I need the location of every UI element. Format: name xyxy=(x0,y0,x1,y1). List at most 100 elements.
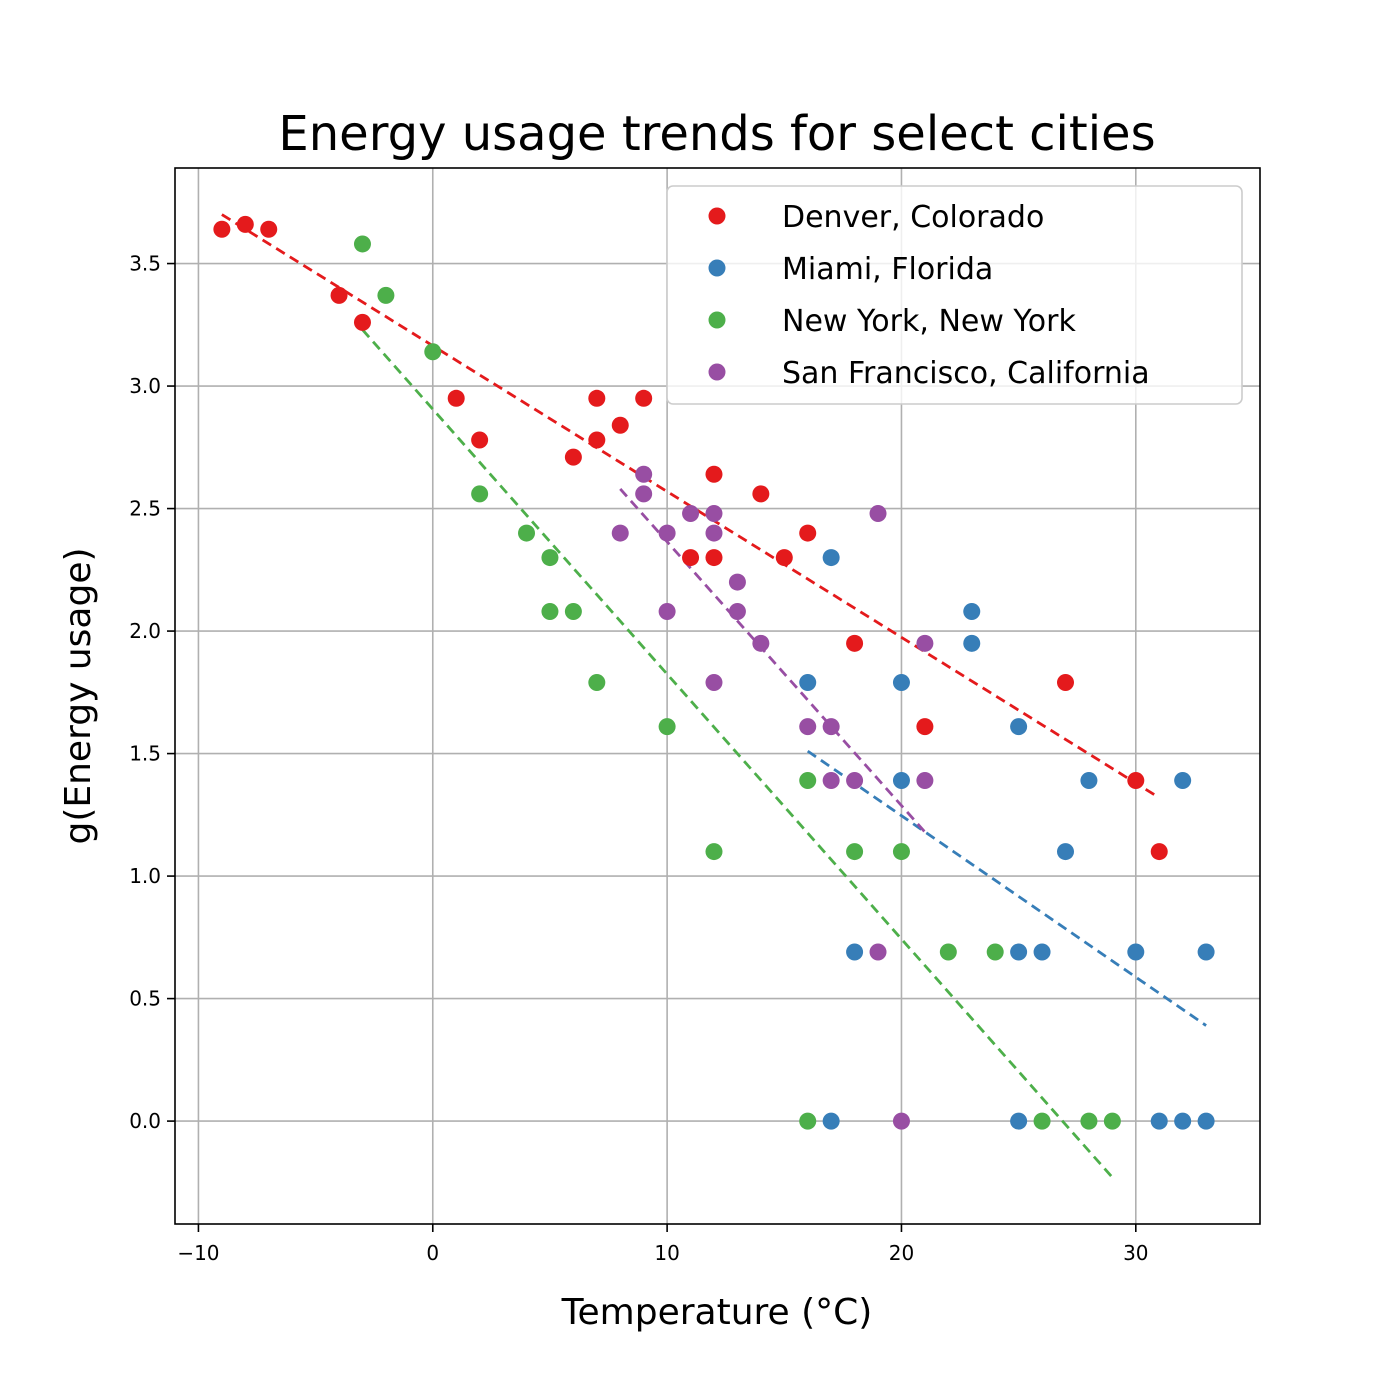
legend-label: Miami, Florida xyxy=(782,252,993,287)
data-point xyxy=(799,718,817,736)
data-point xyxy=(869,504,887,522)
data-point xyxy=(1033,943,1051,961)
data-point xyxy=(822,549,840,567)
y-tick-label: 0.5 xyxy=(129,987,161,1011)
y-tick-label: 3.0 xyxy=(129,374,161,398)
data-point xyxy=(705,524,723,542)
x-axis: −10 0 10 20 30 xyxy=(177,1224,1149,1265)
data-point xyxy=(939,943,957,961)
data-point xyxy=(424,343,442,361)
data-point xyxy=(658,524,676,542)
data-point xyxy=(963,634,981,652)
data-point xyxy=(705,549,723,567)
data-point xyxy=(705,843,723,861)
data-point xyxy=(377,286,395,304)
data-point xyxy=(846,843,864,861)
legend-label: San Francisco, California xyxy=(782,356,1150,391)
data-point xyxy=(775,549,793,567)
data-point xyxy=(892,674,910,692)
trend-line xyxy=(619,488,926,833)
data-point xyxy=(916,634,934,652)
data-point xyxy=(564,602,582,620)
data-point xyxy=(1174,1112,1192,1130)
data-point xyxy=(752,634,770,652)
data-point xyxy=(986,943,1004,961)
data-point xyxy=(892,772,910,790)
y-tick-label: 1.0 xyxy=(129,864,161,888)
data-point xyxy=(1197,1112,1215,1130)
data-points xyxy=(213,215,1215,1130)
data-point xyxy=(728,602,746,620)
data-point xyxy=(846,943,864,961)
data-point xyxy=(1010,943,1028,961)
data-point xyxy=(1056,674,1074,692)
data-point xyxy=(1010,718,1028,736)
data-point xyxy=(447,389,465,407)
legend-marker xyxy=(708,311,726,329)
x-tick-label: 10 xyxy=(654,1241,679,1265)
trend-line xyxy=(806,749,1207,1027)
data-point xyxy=(799,1112,817,1130)
y-tick-label: 2.5 xyxy=(129,497,161,521)
data-point xyxy=(846,634,864,652)
data-point xyxy=(1010,1112,1028,1130)
data-point xyxy=(705,465,723,483)
data-point xyxy=(541,549,559,567)
data-point xyxy=(705,504,723,522)
data-point xyxy=(799,524,817,542)
x-tick-label: 20 xyxy=(889,1241,914,1265)
x-tick-label: −10 xyxy=(177,1241,219,1265)
data-point xyxy=(564,448,582,466)
data-point xyxy=(822,718,840,736)
axes-frame xyxy=(174,167,1261,1225)
data-point xyxy=(658,718,676,736)
data-point xyxy=(1080,1112,1098,1130)
data-point xyxy=(1127,943,1145,961)
data-point xyxy=(892,843,910,861)
data-point xyxy=(963,602,981,620)
chart-title: Energy usage trends for select cities xyxy=(278,106,1155,162)
data-point xyxy=(1056,843,1074,861)
data-point xyxy=(635,485,653,503)
x-tick-label: 30 xyxy=(1123,1241,1148,1265)
y-tick-label: 1.5 xyxy=(129,742,161,766)
data-point xyxy=(682,549,700,567)
data-point xyxy=(1150,843,1168,861)
data-point xyxy=(822,772,840,790)
data-point xyxy=(353,235,371,253)
data-point xyxy=(1127,772,1145,790)
data-point xyxy=(541,602,559,620)
legend-box xyxy=(666,185,1243,405)
data-point xyxy=(518,524,536,542)
data-point xyxy=(471,431,489,449)
legend-marker xyxy=(708,259,726,277)
y-tick-label: 0.0 xyxy=(129,1109,161,1133)
data-point xyxy=(1150,1112,1168,1130)
data-point xyxy=(916,772,934,790)
data-point xyxy=(658,602,676,620)
y-axis: 0.0 0.5 1.0 1.5 2.0 2.5 3.0 3.5 xyxy=(129,252,175,1133)
data-point xyxy=(799,674,817,692)
y-tick-label: 3.5 xyxy=(129,252,161,276)
data-point xyxy=(611,524,629,542)
data-point xyxy=(611,416,629,434)
data-point xyxy=(752,485,770,503)
data-point xyxy=(728,573,746,591)
data-point xyxy=(822,1112,840,1130)
data-point xyxy=(892,1112,910,1130)
data-point xyxy=(682,504,700,522)
data-point xyxy=(260,220,278,238)
data-point xyxy=(471,485,489,503)
data-point xyxy=(213,220,231,238)
x-tick-label: 0 xyxy=(426,1241,439,1265)
trend-line xyxy=(361,328,1114,1179)
data-point xyxy=(330,286,348,304)
y-axis-label: g(Energy usage) xyxy=(58,547,99,844)
y-tick-label: 2.0 xyxy=(129,619,161,643)
data-point xyxy=(869,943,887,961)
data-point xyxy=(588,674,606,692)
legend-marker xyxy=(708,207,726,225)
data-point xyxy=(588,431,606,449)
legend: Denver, Colorado Miami, Florida New York, … xyxy=(666,185,1243,405)
